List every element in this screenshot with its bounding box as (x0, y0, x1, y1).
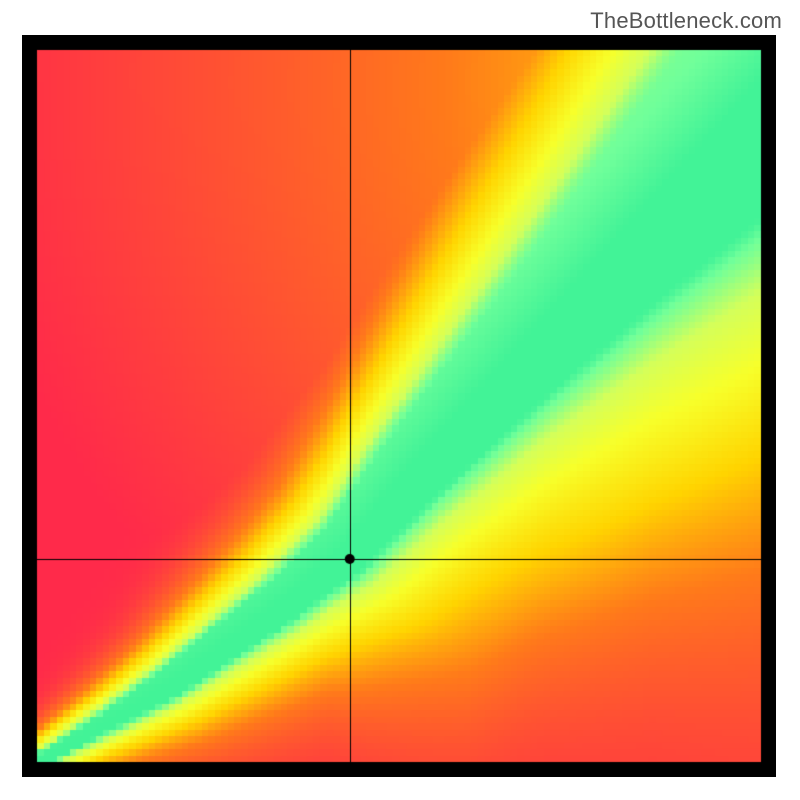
watermark-text: TheBottleneck.com (590, 8, 782, 34)
bottleneck-heatmap (22, 35, 776, 777)
plot-frame (22, 35, 776, 777)
chart-container: { "watermark": { "text": "TheBottleneck.… (0, 0, 800, 800)
